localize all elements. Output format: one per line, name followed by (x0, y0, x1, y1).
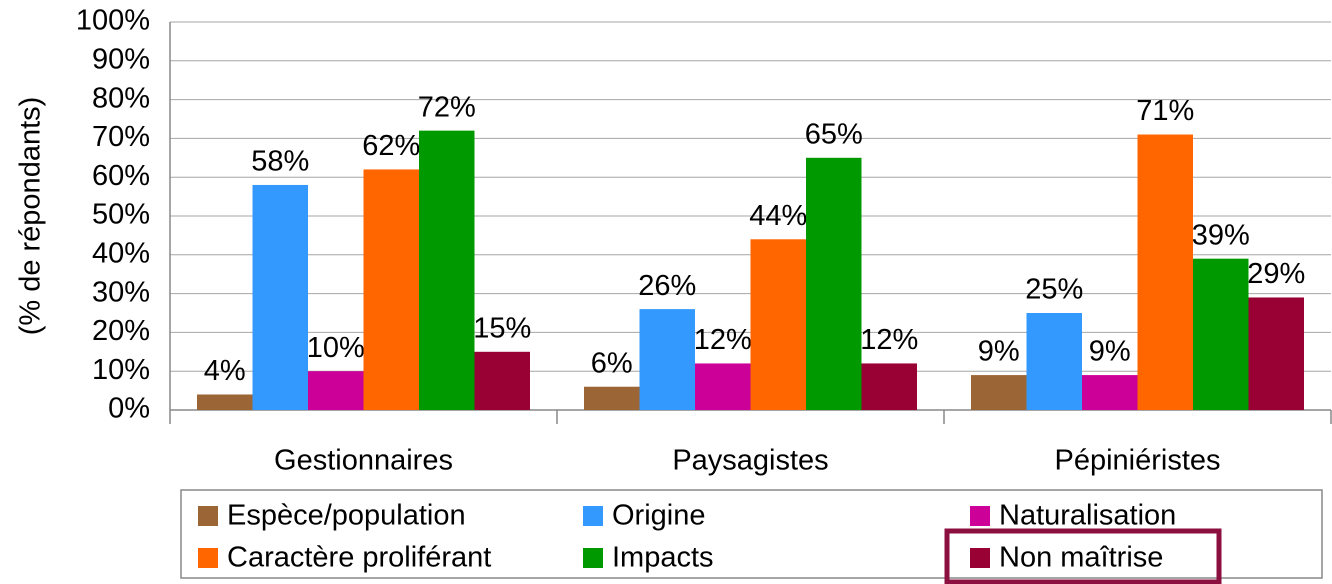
bar (474, 351, 530, 410)
value-label: 15% (473, 312, 531, 344)
value-label: 6% (591, 347, 633, 379)
bar (806, 157, 862, 410)
y-axis-label: (% de répondants) (15, 97, 47, 336)
x-tick-label: Paysagistes (672, 445, 828, 477)
bar (1137, 134, 1193, 410)
value-label: 65% (805, 118, 863, 150)
y-tick-label: 70% (92, 121, 150, 153)
legend-label: Naturalisation (999, 500, 1176, 532)
bar (252, 184, 308, 410)
bar (1248, 297, 1304, 410)
legend-swatch (583, 548, 603, 568)
value-label: 62% (362, 130, 420, 162)
bar (308, 371, 364, 410)
bar (750, 239, 806, 410)
value-label: 4% (204, 355, 246, 387)
y-tick-label: 50% (92, 199, 150, 231)
y-tick-label: 20% (92, 315, 150, 347)
bar (419, 130, 475, 410)
bar (695, 363, 751, 410)
x-tick-label: Gestionnaires (274, 445, 453, 477)
value-label: 26% (638, 270, 696, 302)
legend-swatch (198, 548, 218, 568)
value-label: 25% (1025, 274, 1083, 306)
legend-label: Impacts (612, 542, 714, 574)
y-tick-label: 60% (92, 160, 150, 192)
bar (1026, 313, 1082, 410)
y-tick-label: 100% (76, 5, 150, 37)
y-tick-label: 30% (92, 276, 150, 308)
legend-label: Origine (612, 500, 706, 532)
y-tick-label: 40% (92, 237, 150, 269)
value-label: 29% (1247, 258, 1305, 290)
value-label: 72% (418, 91, 476, 123)
value-label: 10% (307, 332, 365, 364)
value-label: 44% (749, 200, 807, 232)
legend-label: Caractère proliférant (227, 542, 491, 574)
x-tick-label: Pépiniéristes (1054, 445, 1220, 477)
value-label: 39% (1192, 219, 1250, 251)
value-label: 9% (1089, 336, 1131, 368)
bar (861, 363, 917, 410)
value-label: 12% (694, 324, 752, 356)
value-label: 12% (860, 324, 918, 356)
legend-box (180, 489, 1323, 579)
highlight-box (944, 528, 1222, 584)
value-label: 9% (978, 336, 1020, 368)
legend-label: Espèce/population (227, 500, 466, 532)
bar (639, 309, 695, 410)
y-tick-label: 10% (92, 354, 150, 386)
bar (1193, 258, 1249, 410)
y-tick-label: 0% (108, 393, 150, 425)
y-tick-label: 90% (92, 43, 150, 75)
legend-swatch (970, 548, 990, 568)
bar (584, 386, 640, 410)
legend-label: Non maîtrise (999, 542, 1163, 574)
value-label: 58% (251, 146, 309, 178)
legend-swatch (970, 506, 990, 526)
y-tick-label: 80% (92, 82, 150, 114)
legend-swatch (583, 506, 603, 526)
bar (1082, 375, 1138, 410)
value-label: 71% (1136, 95, 1194, 127)
legend-swatch (198, 506, 218, 526)
bar (971, 375, 1027, 410)
bar (363, 169, 419, 410)
bar (197, 394, 253, 410)
